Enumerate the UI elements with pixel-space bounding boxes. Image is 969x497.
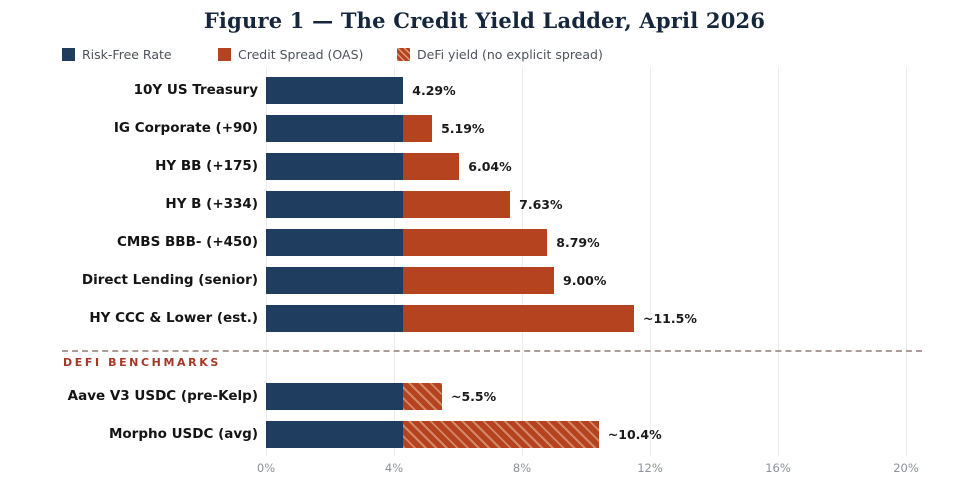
bar-value-label: 9.00% (563, 272, 607, 288)
bar-row: CMBS BBB- (+450) 8.79% (0, 223, 969, 261)
risk-free-segment (266, 114, 404, 142)
credit-spread-segment (403, 304, 634, 332)
bar-row: Aave V3 USDC (pre-Kelp) ~5.5% (0, 377, 969, 415)
category-label: Aave V3 USDC (pre-Kelp) (67, 388, 258, 404)
defi-yield-swatch-icon (397, 47, 410, 61)
stacked-bar (266, 114, 433, 142)
credit-spread-segment (403, 190, 511, 218)
gridline-0% (266, 67, 267, 456)
stacked-bar (266, 228, 548, 256)
x-tick-label: 8% (512, 461, 532, 475)
figure-title: Figure 1 — The Credit Yield Ladder, Apri… (203, 8, 766, 33)
x-tick-label: 0% (256, 461, 276, 475)
legend-item-risk-free-rate: Risk-Free Rate (62, 46, 172, 62)
x-tick-label: 16% (765, 461, 791, 475)
category-label: 10Y US Treasury (133, 82, 258, 98)
bar-value-label: ~5.5% (451, 388, 497, 404)
stacked-bar (266, 152, 460, 180)
x-tick-label: 12% (637, 461, 663, 475)
x-tick-label: 20% (893, 461, 919, 475)
risk-free-segment (266, 190, 404, 218)
bar-value-label: 6.04% (468, 158, 512, 174)
legend-item-defi-yield: DeFi yield (no explicit spread) (397, 46, 603, 62)
legend-label-credit-spread: Credit Spread (OAS) (238, 46, 364, 62)
stacked-bar (266, 420, 599, 448)
risk-free-segment (266, 76, 404, 104)
category-label: Morpho USDC (avg) (108, 426, 258, 442)
defi-yield-segment (403, 382, 442, 410)
gridline-12% (650, 67, 651, 456)
bar-value-label: 7.63% (519, 196, 563, 212)
credit-spread-segment (403, 114, 433, 142)
category-label: HY BB (+175) (155, 158, 258, 174)
credit-spread-segment (403, 228, 548, 256)
defi-section-divider (62, 350, 922, 352)
legend-label-risk-free-rate: Risk-Free Rate (82, 46, 172, 62)
category-label: HY B (+334) (165, 196, 258, 212)
risk-free-rate-swatch-icon (62, 47, 75, 61)
bar-row: 10Y US Treasury 4.29% (0, 71, 969, 109)
bar-value-label: ~11.5% (643, 310, 697, 326)
bar-row: IG Corporate (+90) 5.19% (0, 109, 969, 147)
stacked-bar (266, 76, 404, 104)
stacked-bar (266, 190, 511, 218)
credit-spread-segment (403, 266, 554, 294)
legend: Risk-Free Rate Credit Spread (OAS) DeFi … (0, 46, 969, 66)
risk-free-segment (266, 420, 404, 448)
legend-label-defi-yield: DeFi yield (no explicit spread) (417, 46, 603, 62)
x-tick-label: 4% (384, 461, 404, 475)
gridline-20% (906, 67, 907, 456)
gridline-16% (778, 67, 779, 456)
bar-value-label: 4.29% (412, 82, 456, 98)
stacked-bar (266, 266, 554, 294)
stacked-bar (266, 304, 634, 332)
risk-free-segment (266, 152, 404, 180)
gridline-4% (394, 67, 395, 456)
risk-free-segment (266, 228, 404, 256)
defi-yield-segment (403, 420, 599, 448)
bar-value-label: 5.19% (441, 120, 485, 136)
category-label: CMBS BBB- (+450) (116, 234, 258, 250)
category-label: IG Corporate (+90) (113, 120, 258, 136)
gridline-8% (522, 67, 523, 456)
bar-row: HY B (+334) 7.63% (0, 185, 969, 223)
bar-row: Direct Lending (senior) 9.00% (0, 261, 969, 299)
stacked-bar (266, 382, 442, 410)
defi-section-heading: DEFI BENCHMARKS (63, 356, 221, 369)
legend-item-credit-spread: Credit Spread (OAS) (218, 46, 363, 62)
category-label: HY CCC & Lower (est.) (89, 310, 258, 326)
bar-row: Morpho USDC (avg) ~10.4% (0, 415, 969, 453)
credit-spread-segment (403, 152, 460, 180)
credit-spread-swatch-icon (218, 47, 231, 61)
bar-row: HY CCC & Lower (est.) ~11.5% (0, 299, 969, 337)
risk-free-segment (266, 304, 404, 332)
category-label: Direct Lending (senior) (81, 272, 258, 288)
risk-free-segment (266, 382, 404, 410)
bar-row: HY BB (+175) 6.04% (0, 147, 969, 185)
bar-value-label: 8.79% (556, 234, 600, 250)
bar-value-label: ~10.4% (607, 426, 662, 442)
risk-free-segment (266, 266, 404, 294)
